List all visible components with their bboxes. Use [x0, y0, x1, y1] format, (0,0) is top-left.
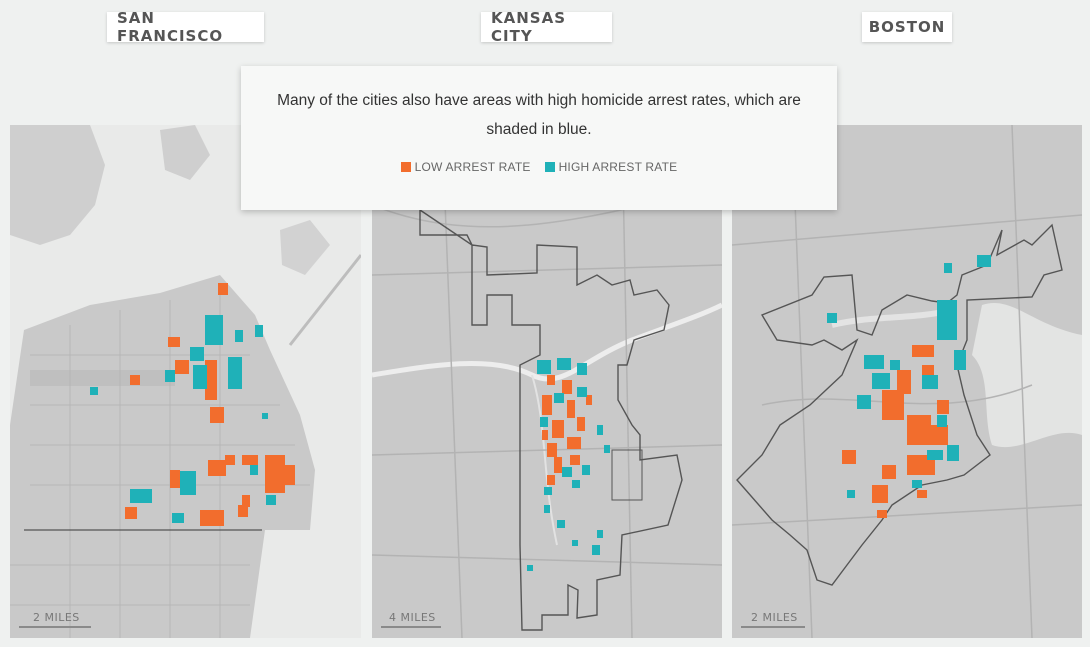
legend-item-high: HIGH ARREST RATE	[544, 160, 678, 174]
city-label-boston: BOSTON	[862, 12, 952, 42]
legend: LOW ARREST RATE HIGH ARREST RATE	[265, 160, 813, 174]
legend-swatch-high	[544, 162, 555, 172]
scale-label-boston: 2 MILES	[751, 611, 798, 624]
map-san-francisco[interactable]: 2 MILES	[10, 125, 361, 638]
scale-label-kansas-city: 4 MILES	[389, 611, 436, 624]
legend-item-low: LOW ARREST RATE	[400, 160, 531, 174]
scale-bar-san-francisco: 2 MILES	[19, 611, 91, 628]
callout-box: Many of the cities also have areas with …	[241, 66, 837, 210]
map-boston[interactable]: 2 MILES	[732, 125, 1082, 638]
legend-label-high: HIGH ARREST RATE	[558, 160, 678, 174]
callout-text: Many of the cities also have areas with …	[277, 92, 801, 138]
map-kansas-city[interactable]: 4 MILES	[372, 125, 722, 638]
legend-swatch-low	[400, 162, 411, 172]
city-label-san-francisco: SAN FRANCISCO	[107, 9, 264, 45]
scale-bar-boston: 2 MILES	[741, 611, 805, 628]
scale-bar-kansas-city: 4 MILES	[381, 611, 441, 628]
city-label-kansas-city: KANSAS CITY	[481, 9, 612, 45]
scale-label-san-francisco: 2 MILES	[33, 611, 80, 624]
legend-label-low: LOW ARREST RATE	[414, 160, 531, 174]
